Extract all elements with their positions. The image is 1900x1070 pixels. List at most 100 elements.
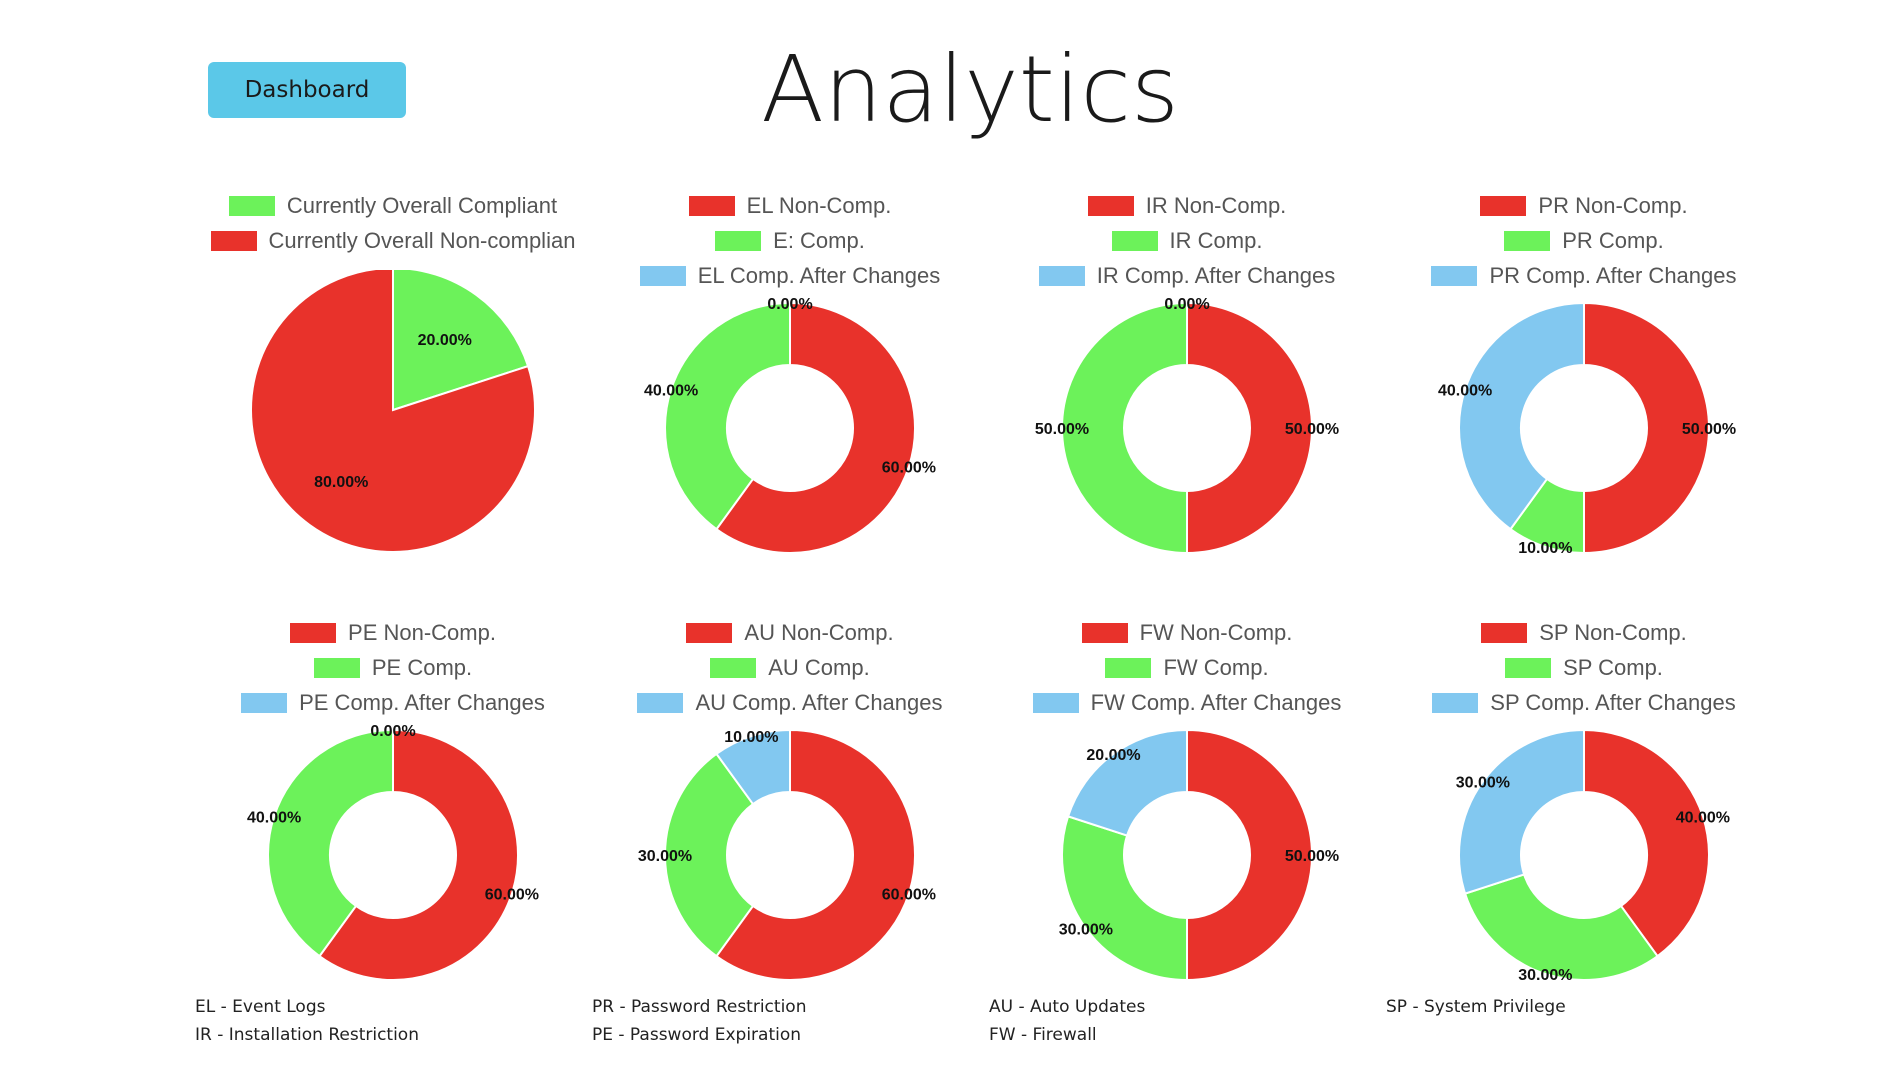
chart-slice[interactable] <box>250 270 536 553</box>
chart-slice[interactable] <box>1186 728 1313 982</box>
slice-label: 0.00% <box>1164 298 1209 313</box>
dashboard-button[interactable]: Dashboard <box>208 62 406 118</box>
chart-legend: FW Non-Comp. FW Comp. FW Comp. After Chang… <box>987 615 1387 725</box>
doughnut-chart: 60.00% 30.00% 10.00% <box>638 728 936 981</box>
chart-legend: Currently Overall Compliant Currently Ove… <box>193 188 593 298</box>
doughnut-chart: 50.00% 10.00% 40.00% <box>1438 301 1736 557</box>
slice-label: 40.00% <box>1438 382 1492 399</box>
footnote-group: PR - Password Restriction PE - Password … <box>592 993 806 1049</box>
chart-slice[interactable] <box>267 728 394 958</box>
slice-label: 30.00% <box>1456 775 1510 792</box>
chart-slice[interactable] <box>1061 815 1188 982</box>
chart-slice[interactable] <box>664 301 791 531</box>
chart-slice[interactable] <box>1458 728 1585 895</box>
legend-swatch <box>1432 692 1479 713</box>
legend-label: PE Comp. <box>371 654 473 680</box>
slice-label: 60.00% <box>882 887 936 904</box>
legend-item[interactable]: Currently Overall Compliant <box>193 188 593 223</box>
chart-au: AU Non-Comp. AU Comp. AU Comp. After Chang… <box>590 615 990 1035</box>
legend-swatch <box>1480 195 1527 216</box>
slice-label: 30.00% <box>1059 921 1113 938</box>
legend-swatch <box>1105 657 1152 678</box>
slice-label: 40.00% <box>1676 809 1730 826</box>
legend-item[interactable]: AU Non-Comp. <box>590 615 990 650</box>
chart-legend: SP Non-Comp. SP Comp. SP Comp. After Chang… <box>1384 615 1784 725</box>
legend-item[interactable]: FW Comp. After Changes <box>987 685 1387 720</box>
chart-slice[interactable] <box>1061 301 1188 555</box>
legend-item[interactable]: AU Comp. After Changes <box>590 685 990 720</box>
chart-slice[interactable] <box>1583 728 1710 958</box>
legend-label: E: Comp. <box>773 227 865 253</box>
slice-label: 60.00% <box>485 887 539 904</box>
chart-el: EL Non-Comp. E: Comp. EL Comp. After Chang… <box>590 188 990 608</box>
legend-label: FW Non-Comp. <box>1139 619 1293 645</box>
legend-label: AU Non-Comp. <box>744 619 894 645</box>
legend-label: EL Comp. After Changes <box>697 262 941 288</box>
legend-item[interactable]: SP Comp. <box>1384 650 1784 685</box>
slice-label: 0.00% <box>767 298 812 313</box>
footnote-text: SP - System Privilege <box>1386 997 1566 1017</box>
legend-item[interactable]: EL Non-Comp. <box>590 188 990 223</box>
legend-swatch <box>686 622 733 643</box>
legend-item[interactable]: E: Comp. <box>590 223 990 258</box>
chart-slice[interactable] <box>715 301 916 554</box>
chart-pr: PR Non-Comp. PR Comp. PR Comp. After Chang… <box>1384 188 1784 608</box>
legend-item[interactable]: SP Non-Comp. <box>1384 615 1784 650</box>
chart-slice[interactable] <box>1066 728 1188 837</box>
chart-slice[interactable] <box>715 728 916 981</box>
legend-swatch <box>715 230 762 251</box>
legend-item[interactable]: EL Comp. After Changes <box>590 258 990 293</box>
legend-swatch <box>1431 265 1478 286</box>
chart-slice[interactable] <box>1458 301 1585 531</box>
legend-swatch <box>1505 657 1552 678</box>
legend-label: IR Non-Comp. <box>1145 192 1287 218</box>
chart-fw: FW Non-Comp. FW Comp. FW Comp. After Chang… <box>987 615 1387 1035</box>
slice-label: 80.00% <box>314 474 368 491</box>
legend-item[interactable]: IR Comp. <box>987 223 1387 258</box>
doughnut-chart: 60.00% 40.00% 0.00% <box>644 298 936 554</box>
legend-item[interactable]: PR Non-Comp. <box>1384 188 1784 223</box>
chart-legend: IR Non-Comp. IR Comp. IR Comp. After Chang… <box>987 188 1387 298</box>
legend-swatch <box>1481 622 1528 643</box>
legend-item[interactable]: PR Comp. <box>1384 223 1784 258</box>
chart-legend: EL Non-Comp. E: Comp. EL Comp. After Chang… <box>590 188 990 298</box>
chart-slice[interactable] <box>392 270 530 412</box>
chart-legend: AU Non-Comp. AU Comp. AU Comp. After Chang… <box>590 615 990 725</box>
chart-slice[interactable] <box>1186 301 1313 555</box>
legend-item[interactable]: PR Comp. After Changes <box>1384 258 1784 293</box>
chart-slice[interactable] <box>1463 873 1659 981</box>
legend-label: Currently Overall Non-complian <box>268 227 576 253</box>
doughnut-chart: 40.00% 30.00% 30.00% <box>1456 728 1730 984</box>
chart-pe: PE Non-Comp. PE Comp. PE Comp. After Chang… <box>193 615 593 1035</box>
legend-item[interactable]: FW Comp. <box>987 650 1387 685</box>
legend-item[interactable]: PE Non-Comp. <box>193 615 593 650</box>
legend-swatch <box>1111 230 1158 251</box>
chart-slice[interactable] <box>1583 301 1710 555</box>
legend-item[interactable]: SP Comp. After Changes <box>1384 685 1784 720</box>
legend-item[interactable]: IR Non-Comp. <box>987 188 1387 223</box>
legend-label: AU Comp. <box>768 654 870 680</box>
legend-swatch <box>228 195 275 216</box>
legend-swatch <box>1504 230 1551 251</box>
legend-item[interactable]: FW Non-Comp. <box>987 615 1387 650</box>
footnote-group: EL - Event Logs IR - Installation Restri… <box>195 993 419 1049</box>
slice-label: 40.00% <box>644 382 698 399</box>
legend-item[interactable]: IR Comp. After Changes <box>987 258 1387 293</box>
chart-slice[interactable] <box>715 728 791 806</box>
legend-label: PE Comp. After Changes <box>299 689 545 715</box>
footnote-group: AU - Auto Updates FW - Firewall <box>989 993 1145 1049</box>
legend-swatch <box>710 657 757 678</box>
pie-chart: 20.00% 80.00% <box>250 270 536 553</box>
legend-swatch <box>1032 692 1079 713</box>
chart-slice[interactable] <box>664 752 755 958</box>
legend-swatch <box>1081 622 1128 643</box>
legend-item[interactable]: PE Comp. After Changes <box>193 685 593 720</box>
legend-item[interactable]: Currently Overall Non-complian <box>193 223 593 258</box>
legend-item[interactable]: PE Comp. <box>193 650 593 685</box>
legend-label: SP Comp. <box>1563 654 1663 680</box>
slice-label: 10.00% <box>1518 540 1572 557</box>
chart-slice[interactable] <box>318 728 519 981</box>
legend-item[interactable]: AU Comp. <box>590 650 990 685</box>
chart-sp: SP Non-Comp. SP Comp. SP Comp. After Chang… <box>1384 615 1784 1035</box>
slice-label: 0.00% <box>370 725 415 740</box>
